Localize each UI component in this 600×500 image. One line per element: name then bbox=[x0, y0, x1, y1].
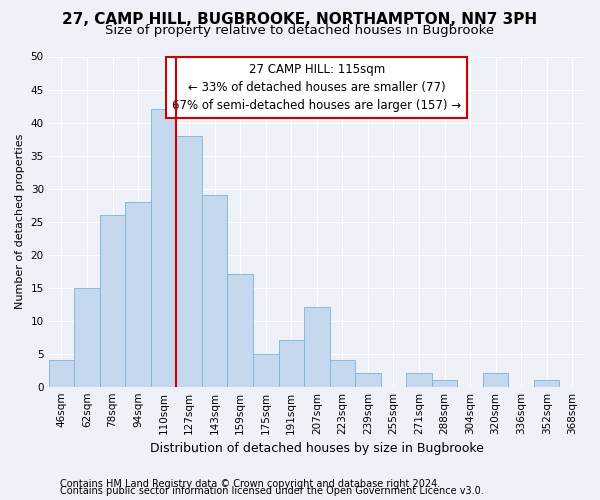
Text: 27 CAMP HILL: 115sqm
← 33% of detached houses are smaller (77)
67% of semi-detac: 27 CAMP HILL: 115sqm ← 33% of detached h… bbox=[172, 63, 461, 112]
Bar bbox=[406, 374, 432, 386]
Bar bbox=[227, 274, 253, 386]
Bar bbox=[304, 308, 329, 386]
Bar bbox=[534, 380, 559, 386]
Bar bbox=[151, 110, 176, 386]
Bar bbox=[253, 354, 278, 386]
Bar bbox=[432, 380, 457, 386]
Text: Contains HM Land Registry data © Crown copyright and database right 2024.: Contains HM Land Registry data © Crown c… bbox=[60, 479, 440, 489]
Bar bbox=[355, 374, 380, 386]
Text: 27, CAMP HILL, BUGBROOKE, NORTHAMPTON, NN7 3PH: 27, CAMP HILL, BUGBROOKE, NORTHAMPTON, N… bbox=[62, 12, 538, 28]
X-axis label: Distribution of detached houses by size in Bugbrooke: Distribution of detached houses by size … bbox=[150, 442, 484, 455]
Text: Contains public sector information licensed under the Open Government Licence v3: Contains public sector information licen… bbox=[60, 486, 484, 496]
Bar bbox=[202, 195, 227, 386]
Bar bbox=[74, 288, 100, 386]
Bar bbox=[176, 136, 202, 386]
Bar bbox=[329, 360, 355, 386]
Y-axis label: Number of detached properties: Number of detached properties bbox=[15, 134, 25, 310]
Bar bbox=[278, 340, 304, 386]
Bar bbox=[100, 215, 125, 386]
Bar bbox=[125, 202, 151, 386]
Text: Size of property relative to detached houses in Bugbrooke: Size of property relative to detached ho… bbox=[106, 24, 494, 37]
Bar bbox=[483, 374, 508, 386]
Bar bbox=[49, 360, 74, 386]
